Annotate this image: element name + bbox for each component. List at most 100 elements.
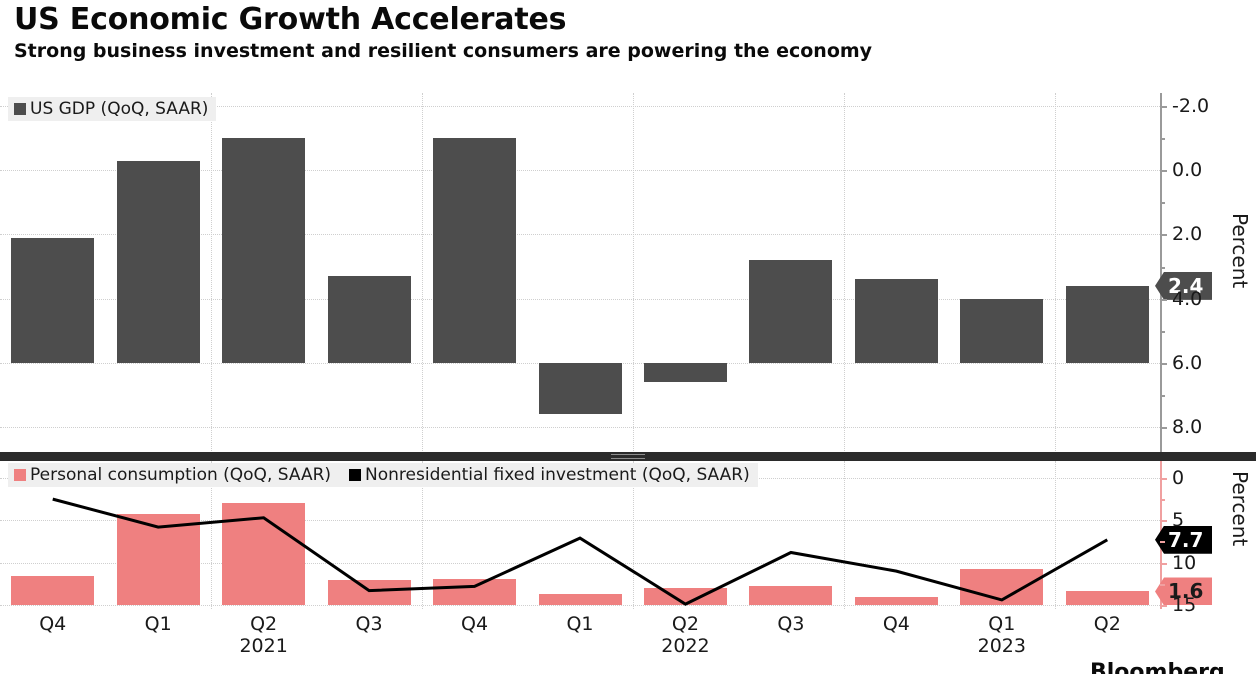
gridline-horizontal [0,105,1160,107]
gridline-horizontal [0,170,1160,172]
investment-value-callout: 7.7 [1155,525,1213,554]
x-axis-year: 2023 [977,635,1026,657]
square-icon [14,469,26,481]
x-axis-quarter: Q3 [355,613,383,635]
square-icon [14,103,26,115]
axis-tick-minor [1160,541,1165,544]
components-panel: Personal consumption (QoQ, SAAR) Nonresi… [0,461,1256,615]
axis-tick-label: 6.0 [1172,352,1203,374]
gridline-vertical [210,461,212,609]
gdp-bar[interactable] [433,138,517,363]
axis-tick [1160,520,1167,523]
x-axis-tick-label: Q1 2023 [947,613,1057,657]
gdp-bar[interactable] [1065,285,1149,363]
gridline-horizontal [0,520,1160,522]
gdp-bar[interactable] [11,237,95,363]
investment-line-series [52,497,1109,606]
consumption-bar[interactable] [433,578,517,605]
axis-tick-minor [1160,583,1165,586]
gdp-bar[interactable] [538,363,622,415]
x-axis-tick-label: Q4 [841,613,951,635]
gridline-vertical [1054,93,1056,453]
x-axis-quarter: Q1 [988,613,1016,635]
gridline-vertical [632,461,634,609]
axis-tick-label: 15 [1172,594,1197,616]
axis-tick-label: 8.0 [1172,416,1203,439]
gridline-horizontal [0,562,1160,564]
components-axis-title: Percent [1228,471,1252,547]
x-axis-tick-label: Q3 [736,613,846,635]
consumption-bar[interactable] [854,596,938,605]
legend-item-personal-consumption[interactable]: Personal consumption (QoQ, SAAR) [14,466,331,484]
axis-tick-label: 0 [1172,466,1185,489]
gridline-vertical [1054,461,1056,609]
consumption-bar[interactable] [116,513,200,605]
legend-item-us-gdp[interactable]: US GDP (QoQ, SAAR) [14,100,208,118]
x-axis-tick-label: Q4 [420,613,530,635]
gdp-bar[interactable] [116,160,200,363]
axis-tick-label: -2.0 [1172,94,1210,117]
x-axis-tick-label: Q2 2021 [209,613,319,657]
gdp-axis-title: Percent [1228,213,1252,289]
x-axis-tick-label: Q2 [1052,613,1162,635]
x-axis-tick-label: Q2 2022 [630,613,740,657]
axis-tick [1160,298,1167,301]
consumption-bar[interactable] [538,593,622,605]
gridline-horizontal [0,298,1160,300]
axis-tick [1160,477,1167,480]
x-axis-year: 2021 [239,635,288,657]
axis-tick-label: 10 [1172,551,1197,574]
axis-tick [1160,605,1167,607]
x-axis-tick-label: Q1 [103,613,213,635]
x-axis-quarter: Q1 [566,613,594,635]
axis-tick-minor [1160,202,1165,205]
x-axis-quarter: Q2 [671,613,699,635]
gridline-vertical [632,93,634,453]
gdp-bar[interactable] [222,138,306,363]
gdp-bar[interactable] [643,363,727,383]
gdp-bar[interactable] [854,279,938,363]
consumption-bar[interactable] [327,579,411,605]
page-subtitle: Strong business investment and resilient… [14,40,873,62]
legend-label: Personal consumption (QoQ, SAAR) [30,465,332,485]
axis-tick [1160,105,1167,108]
panel-splitter[interactable] [0,452,1256,461]
gridline-vertical [843,461,845,609]
axis-tick-label: 5 [1172,509,1185,532]
axis-tick-minor [1160,266,1165,269]
axis-tick-label: 0.0 [1172,159,1203,182]
legend-label: US GDP (QoQ, SAAR) [30,99,209,119]
axis-tick [1160,363,1167,365]
gdp-value-callout: 2.4 [1155,271,1213,300]
consumption-bar[interactable] [1065,591,1149,605]
legend-item-nonresidential-fixed-investment[interactable]: Nonresidential fixed investment (QoQ, SA… [349,466,750,484]
brand-label: Bloomberg [1090,660,1225,674]
square-icon [349,469,362,481]
x-axis-tick-label: Q3 [314,613,424,635]
consumption-bar[interactable] [11,576,95,605]
gdp-y-axis [1160,93,1162,453]
gdp-bar[interactable] [327,276,411,363]
axis-tick-minor [1160,138,1165,140]
x-axis-quarter: Q2 [250,613,278,635]
x-axis-year: 2022 [661,635,710,657]
gridline-horizontal [0,234,1160,236]
gdp-bar[interactable] [749,260,833,363]
x-axis-quarter: Q3 [777,613,805,635]
gdp-bar[interactable] [960,298,1044,363]
chart-header: US Economic Growth Accelerates Strong bu… [14,2,1244,63]
gridline-horizontal [0,605,1160,606]
consumption-bar[interactable] [749,585,833,605]
gridline-vertical [421,93,423,453]
x-axis-tick-label: Q1 [525,613,635,635]
components-plot-area [0,461,1160,609]
legend-label: Nonresidential fixed investment (QoQ, SA… [365,465,750,485]
gridline-vertical [210,93,212,453]
gridline-horizontal [0,427,1160,429]
axis-tick-minor [1160,499,1165,502]
x-axis-quarter: Q4 [39,613,67,635]
x-axis-tick-label: Q4 [0,613,108,635]
grip-icon [611,454,645,459]
investment-line-path [52,497,1109,606]
